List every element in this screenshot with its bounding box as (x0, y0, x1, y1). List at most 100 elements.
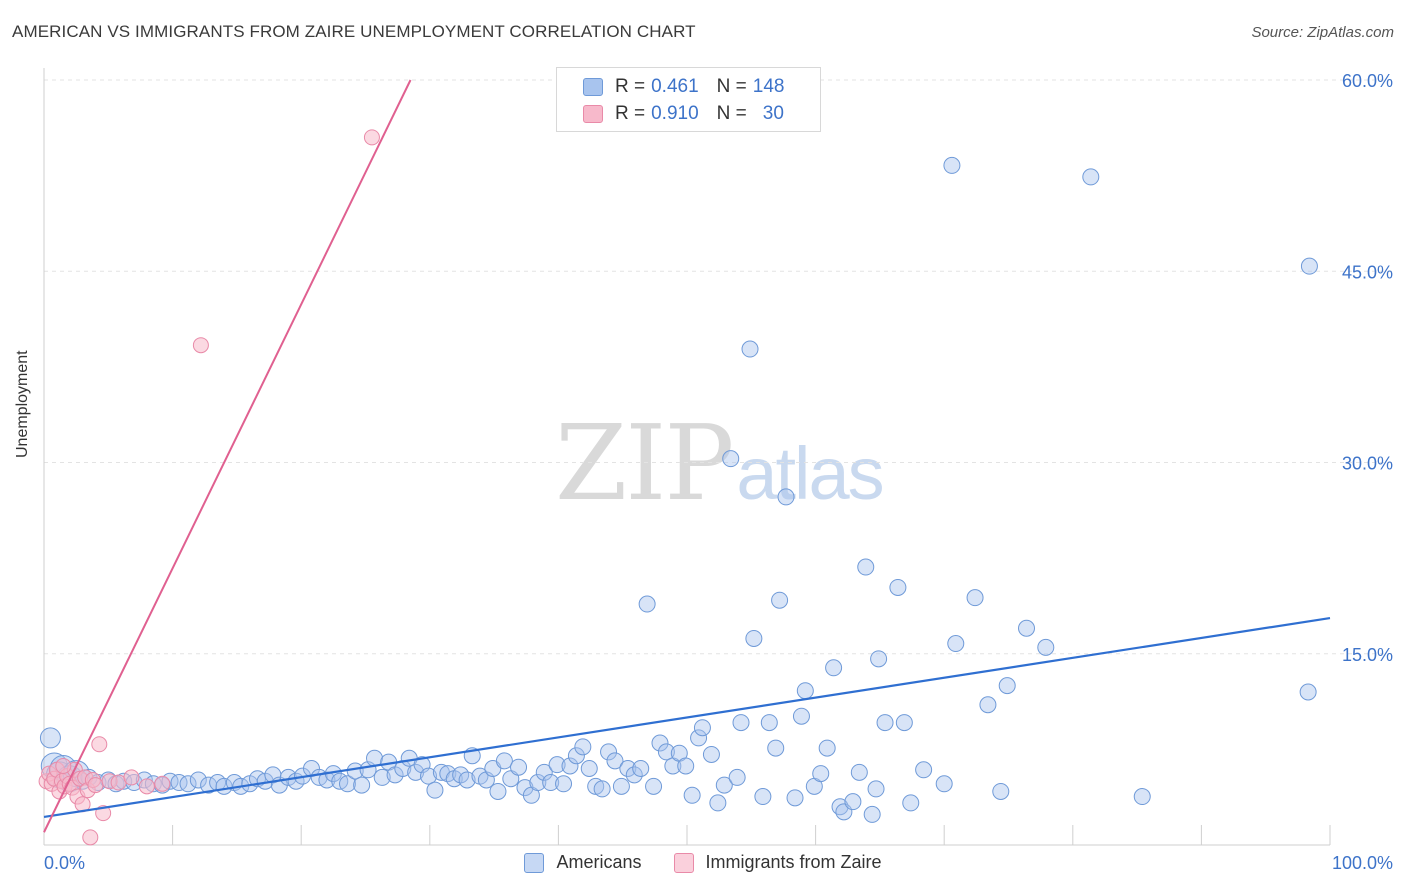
legend-swatch-zaire (673, 852, 694, 873)
legend-item-americans[interactable]: Americans (524, 852, 642, 873)
data-point-americans (1018, 619, 1036, 637)
data-point-zaire (87, 777, 104, 794)
x-tick-label: 100.0% (1332, 853, 1393, 873)
data-point-americans (786, 789, 804, 807)
data-point-americans (510, 758, 528, 776)
legend-swatch-americans (524, 852, 545, 873)
data-point-americans (189, 771, 207, 789)
y-tick-label: 15.0% (1342, 645, 1393, 665)
data-point-americans (529, 774, 547, 792)
data-point-americans (458, 771, 476, 789)
data-point-americans (966, 589, 984, 607)
data-point-americans (935, 775, 953, 793)
legend-n-value: 148 (752, 76, 785, 97)
data-point-americans (745, 629, 763, 647)
data-point-americans (1082, 168, 1100, 186)
trendline-americans (43, 616, 1331, 819)
source-label: Source: ZipAtlas.com (1251, 24, 1394, 41)
data-point-americans (567, 747, 585, 765)
data-point-americans (632, 760, 650, 777)
data-point-americans (715, 776, 733, 794)
data-point-americans (844, 793, 862, 811)
legend-swatch-zaire (583, 105, 603, 123)
data-point-americans (767, 739, 785, 757)
watermark: ZIPatlas (555, 402, 885, 524)
y-tick-label: 30.0% (1342, 454, 1393, 474)
legend-stats: R = 0.461 N = 148 R = 0.910 N = 30 (556, 67, 821, 132)
trendline-zaire (43, 79, 412, 833)
data-point-zaire (55, 757, 72, 774)
data-point-americans (722, 450, 740, 468)
legend-item-zaire[interactable]: Immigrants from Zaire (673, 852, 882, 873)
data-point-americans (489, 782, 507, 800)
data-point-americans (867, 780, 885, 798)
data-point-americans (593, 780, 611, 798)
data-point-americans (619, 760, 637, 777)
data-point-zaire (82, 829, 99, 846)
data-point-americans (915, 761, 933, 779)
data-point-americans (580, 760, 598, 777)
data-point-americans (1037, 638, 1055, 656)
data-point-americans (690, 729, 708, 747)
data-point-americans (825, 659, 843, 677)
data-point-americans (638, 595, 656, 613)
data-point-americans (535, 763, 553, 781)
data-point-americans (902, 794, 920, 812)
data-point-zaire (91, 736, 108, 753)
legend-r-value: 0.461 (651, 76, 699, 97)
data-point-americans (338, 775, 356, 793)
data-point-americans (1299, 683, 1317, 701)
data-point-americans (728, 768, 746, 786)
data-point-americans (170, 774, 188, 792)
data-point-americans (693, 719, 711, 737)
chart-title: AMERICAN VS IMMIGRANTS FROM ZAIRE UNEMPL… (12, 22, 696, 41)
data-point-americans (561, 757, 579, 775)
data-point-zaire (154, 775, 171, 792)
data-point-americans (651, 734, 669, 752)
y-axis-title: Unemployment (14, 350, 31, 458)
data-point-americans (657, 743, 675, 761)
data-point-americans (373, 768, 391, 786)
data-point-americans (998, 677, 1016, 695)
legend-label-zaire: Immigrants from Zaire (705, 852, 882, 872)
data-point-americans (979, 696, 997, 714)
data-point-americans (796, 682, 814, 700)
legend-r-value: 0.910 (651, 103, 699, 124)
data-point-americans (39, 727, 61, 749)
data-point-americans (850, 763, 868, 781)
data-point-americans (683, 786, 701, 804)
x-tick-label: 0.0% (44, 853, 85, 873)
data-point-americans (495, 752, 513, 770)
data-point-americans (777, 488, 795, 506)
data-point-zaire (138, 778, 155, 795)
data-point-americans (645, 777, 663, 795)
data-point-zaire (363, 129, 380, 146)
data-point-zaire (123, 769, 140, 786)
data-point-americans (625, 766, 643, 784)
data-point-americans (943, 156, 961, 174)
data-point-americans (600, 743, 618, 761)
data-point-zaire (192, 337, 209, 354)
data-point-americans (754, 788, 772, 806)
data-point-americans (863, 805, 881, 823)
legend-n-value: 30 (762, 103, 784, 124)
data-point-americans (702, 745, 720, 763)
legend-swatch-americans (583, 78, 603, 96)
data-point-americans (318, 771, 336, 789)
y-tick-label: 45.0% (1342, 262, 1393, 282)
data-point-americans (612, 777, 630, 795)
data-point-americans (857, 558, 875, 576)
watermark-atlas: atlas (736, 432, 884, 515)
data-point-americans (870, 650, 888, 668)
legend-row-americans: R = 0.461 N = 148 (583, 76, 784, 98)
data-point-americans (1133, 788, 1151, 806)
data-point-americans (1300, 257, 1318, 275)
data-point-americans (992, 782, 1010, 800)
data-point-americans (876, 714, 894, 732)
legend-bottom: Americans Immigrants from Zaire (0, 852, 1406, 873)
y-tick-label: 60.0% (1342, 71, 1393, 91)
data-point-americans (818, 739, 836, 757)
data-point-americans (426, 781, 444, 799)
data-point-americans (353, 776, 371, 794)
data-point-americans (606, 752, 624, 770)
